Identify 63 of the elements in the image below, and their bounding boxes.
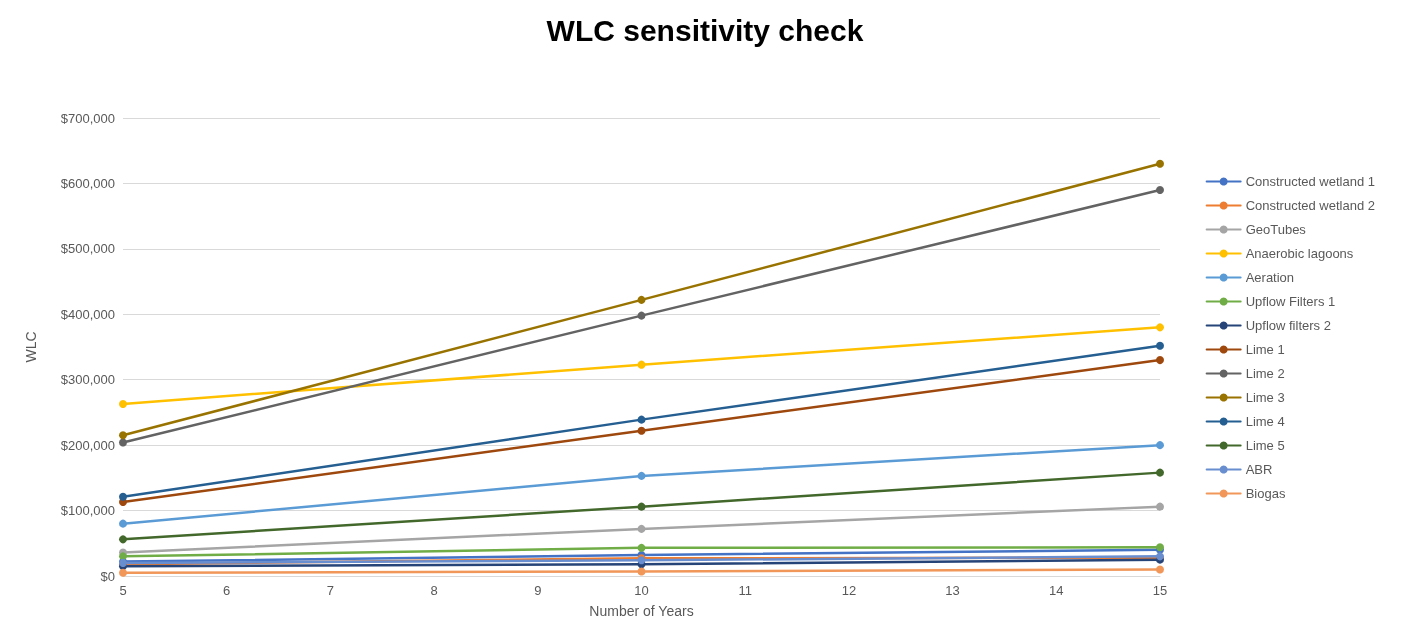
point [119,535,127,544]
point [637,295,646,304]
x-tick-label: 5 [119,583,127,598]
point [119,431,127,440]
y-tick-label: $600,000 [60,175,115,191]
point [1156,356,1164,365]
point [1156,468,1164,477]
point [1156,502,1164,511]
point [119,438,127,447]
point [637,311,646,320]
point [1156,323,1164,332]
point [119,399,127,408]
point [637,360,646,369]
legend-label: GeoTubes [1245,222,1307,237]
point [119,519,127,528]
legend-label: Constructed wetland 1 [1245,174,1376,189]
y-tick-label: $100,000 [60,503,115,519]
legend-label: Constructed wetland 2 [1245,198,1376,213]
legend-label: Lime 2 [1245,366,1285,381]
y-axis-title: WLC [23,331,39,363]
legend-label: Anaerobic lagoons [1245,246,1354,261]
legend-label: Aeration [1245,270,1295,285]
legend-label: Lime 4 [1245,414,1285,429]
y-tick-label: $400,000 [60,306,115,322]
legend-label: Upflow filters 2 [1245,318,1331,333]
x-tick-label: 12 [841,583,857,598]
legend-label: Upflow Filters 1 [1245,294,1336,309]
point [637,502,646,511]
x-tick-label: 6 [223,583,231,598]
point [1156,185,1164,194]
point [1156,441,1164,450]
x-tick-label: 13 [945,583,960,598]
y-tick-label: $700,000 [60,110,115,126]
x-tick-label: 11 [738,583,752,598]
x-tick-label: 7 [326,583,335,598]
x-tick-label: 10 [634,583,649,598]
point [637,524,646,533]
x-tick-label: 8 [430,583,438,598]
x-tick-label: 14 [1049,583,1064,598]
point [119,492,127,501]
legend-label: Biogas [1245,486,1286,501]
legend-label: Lime 5 [1245,438,1285,453]
legend-label: ABR [1245,462,1273,477]
point [637,471,646,480]
point [637,415,646,424]
legend-label: Lime 3 [1245,390,1285,405]
point [1156,565,1164,574]
chart-title: WLC sensitivity check [546,13,864,47]
x-tick-label: 9 [534,583,542,598]
legend-label: Lime 1 [1245,342,1285,357]
y-tick-label: $200,000 [60,437,115,453]
point [1156,159,1164,168]
point [637,567,646,576]
point [637,426,646,435]
point [1156,341,1164,350]
point [119,568,127,577]
y-tick-label: $0 [100,568,115,584]
y-tick-label: $500,000 [60,241,115,257]
point [119,552,127,561]
x-axis-title: Number of Years [589,603,694,619]
y-tick-label: $300,000 [60,372,115,388]
x-tick-label: 15 [1152,583,1168,598]
point [637,543,646,552]
